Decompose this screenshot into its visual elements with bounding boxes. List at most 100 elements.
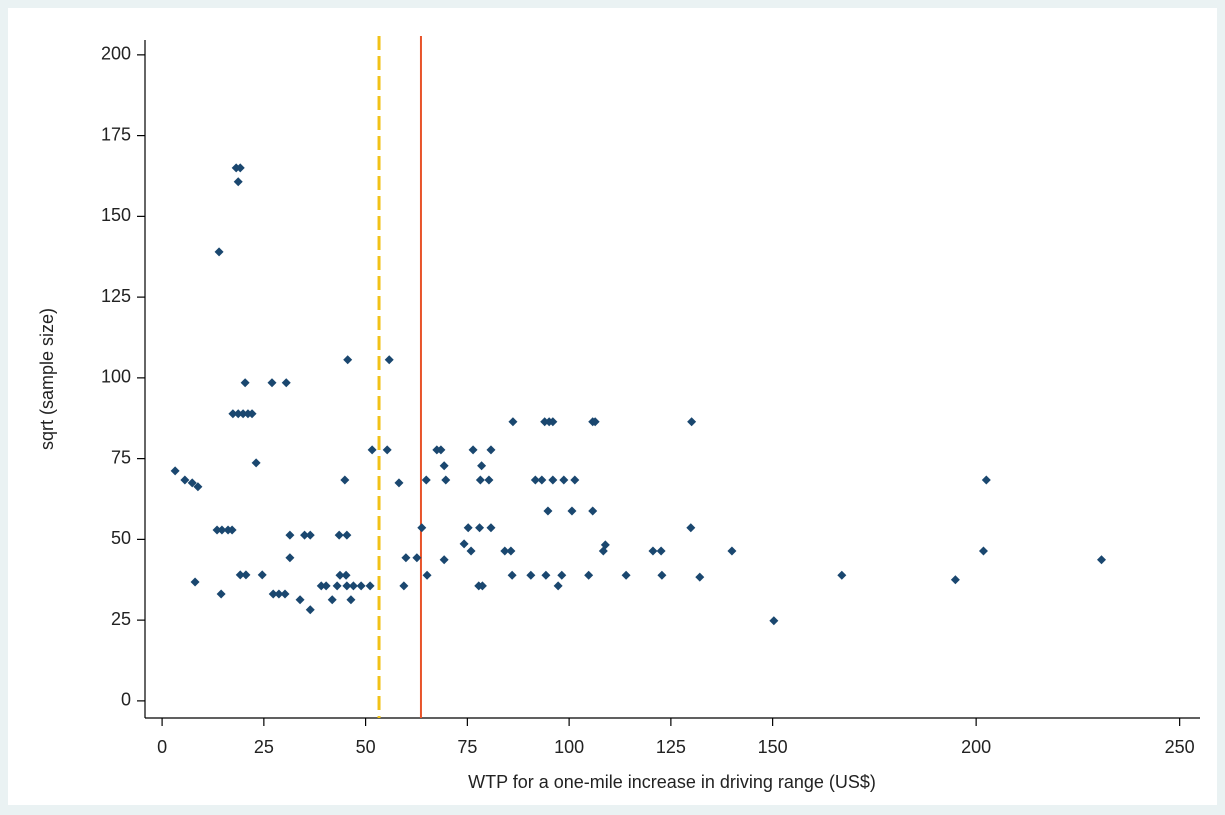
y-tick-label: 200 (101, 44, 131, 64)
point (327, 595, 337, 605)
point (170, 466, 180, 476)
y-tick-label: 75 (111, 447, 131, 467)
y-tick-label: 125 (101, 286, 131, 306)
point (285, 530, 295, 540)
point (346, 595, 356, 605)
point (687, 417, 697, 427)
point (439, 555, 449, 565)
point (570, 475, 580, 485)
point (422, 570, 432, 580)
point (656, 546, 666, 556)
point (316, 581, 326, 591)
point (382, 445, 392, 455)
x-tick-label: 125 (656, 737, 686, 757)
point (305, 530, 315, 540)
point (238, 409, 248, 419)
point (190, 577, 200, 587)
point (553, 581, 563, 591)
x-tick-label: 0 (157, 737, 167, 757)
point (466, 546, 476, 556)
point (300, 530, 310, 540)
point (228, 409, 238, 419)
point (233, 177, 243, 187)
point (530, 475, 540, 485)
point (459, 539, 469, 549)
point (274, 589, 284, 599)
point (477, 461, 487, 471)
point (367, 445, 377, 455)
x-tick-label: 150 (758, 737, 788, 757)
point (332, 581, 342, 591)
x-tick-label: 75 (457, 737, 477, 757)
point (541, 570, 551, 580)
point (235, 163, 245, 173)
point (584, 570, 594, 580)
point (305, 605, 315, 615)
point (500, 546, 510, 556)
x-axis-title: WTP for a one-mile increase in driving r… (468, 772, 876, 792)
point (486, 523, 496, 533)
point (241, 570, 251, 580)
point (559, 475, 569, 485)
y-tick-label: 50 (111, 528, 131, 548)
point (557, 570, 567, 580)
point (251, 458, 261, 468)
point (216, 589, 226, 599)
point (335, 570, 345, 580)
point (280, 589, 290, 599)
point (267, 378, 277, 388)
point (399, 581, 409, 591)
point (214, 247, 224, 257)
point (648, 546, 658, 556)
point (506, 546, 516, 556)
point (621, 570, 631, 580)
point (537, 475, 547, 485)
point (950, 575, 960, 585)
point (187, 478, 197, 488)
point (548, 475, 558, 485)
point (334, 530, 344, 540)
point (727, 546, 737, 556)
point (295, 595, 305, 605)
point (484, 475, 494, 485)
point (257, 570, 267, 580)
point (342, 581, 352, 591)
point (240, 378, 250, 388)
point (180, 475, 190, 485)
point (343, 355, 353, 365)
point (981, 475, 991, 485)
y-tick-label: 175 (101, 124, 131, 144)
point (348, 581, 358, 591)
point (233, 409, 243, 419)
point (477, 581, 487, 591)
point (235, 570, 245, 580)
point (247, 409, 257, 419)
point (436, 445, 446, 455)
y-tick-label: 100 (101, 367, 131, 387)
y-tick-label: 150 (101, 205, 131, 225)
point (356, 581, 366, 591)
point (441, 475, 451, 485)
point (394, 478, 404, 488)
point (463, 523, 473, 533)
point (507, 570, 517, 580)
x-tick-label: 250 (1165, 737, 1195, 757)
point (695, 572, 705, 582)
point (340, 475, 350, 485)
plot-region (8, 8, 1217, 805)
x-tick-label: 50 (356, 737, 376, 757)
x-tick-label: 25 (254, 737, 274, 757)
point (548, 417, 558, 427)
point (212, 525, 222, 535)
x-tick-label: 100 (554, 737, 584, 757)
point (321, 581, 331, 591)
point (401, 553, 411, 563)
point (526, 570, 536, 580)
point (468, 445, 478, 455)
point (837, 570, 847, 580)
point (193, 482, 203, 492)
point (475, 475, 485, 485)
point (769, 616, 779, 626)
point (1097, 555, 1107, 565)
point (342, 530, 352, 540)
